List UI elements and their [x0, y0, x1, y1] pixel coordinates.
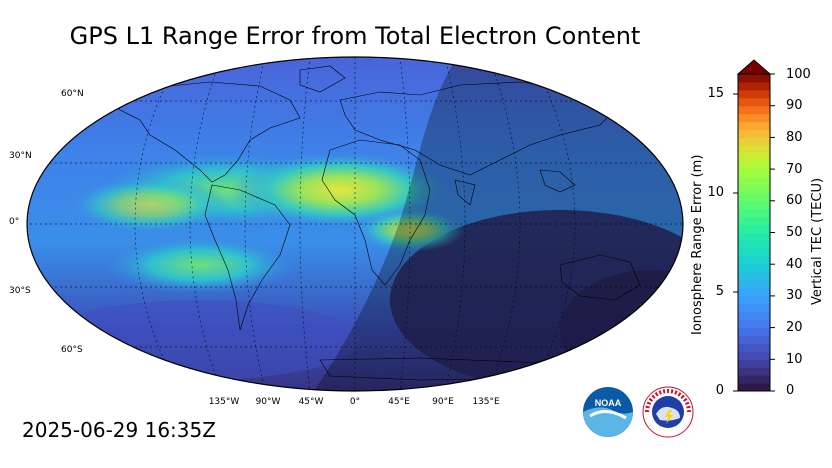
lon-label: 45°W	[298, 397, 324, 407]
coastlines	[109, 57, 641, 381]
colorbar-segment	[738, 256, 770, 265]
colorbar-segment	[738, 295, 770, 305]
colorbar-segment	[738, 264, 770, 273]
lat-label: 30°N	[9, 151, 32, 161]
colorbar-right-tick: 90	[786, 98, 803, 113]
colorbar-segment	[738, 129, 770, 138]
colorbar-segment	[738, 161, 770, 170]
colorbar-segment	[738, 113, 770, 123]
colorbar-segment	[738, 311, 770, 321]
lat-label: 30°S	[9, 286, 31, 296]
colorbar-left-label: Ionosphere Range Error (m)	[690, 154, 705, 335]
nws-logo	[642, 386, 694, 442]
colorbar-segment	[738, 177, 770, 186]
lon-label: 135°W	[208, 397, 240, 407]
colorbar-segment	[738, 272, 770, 281]
colorbar-segment	[738, 105, 770, 115]
colorbar-right-tick: 70	[786, 162, 803, 177]
colorbar-segment	[738, 232, 770, 241]
lat-label: 60°S	[61, 345, 83, 355]
colorbar-segment	[738, 192, 770, 202]
colorbar-right-tick: 40	[786, 257, 803, 272]
lon-label: 45°E	[388, 397, 410, 407]
colorbar-segment	[738, 121, 770, 130]
colorbar-segment	[738, 343, 770, 352]
lon-label: 90°W	[255, 397, 281, 407]
colorbar-segment	[738, 351, 770, 360]
colorbar-right-tick: 20	[786, 320, 803, 335]
colorbar-right-tick: 100	[786, 67, 811, 82]
colorbar-segment	[738, 375, 770, 384]
colorbar-segment	[738, 81, 770, 91]
colorbar-segment	[738, 280, 770, 289]
colorbar-segment	[738, 208, 770, 218]
colorbar-right-tick: 80	[786, 130, 803, 145]
colorbar-right-tick: 0	[786, 383, 795, 398]
colorbar-segment	[738, 240, 770, 249]
colorbar-segment	[738, 97, 770, 107]
colorbar-left-tick: 5	[715, 284, 724, 299]
colorbar-segment	[738, 184, 770, 194]
colorbar-segment	[738, 335, 770, 344]
colorbar-segment	[738, 216, 770, 226]
colorbar-segment	[738, 319, 770, 329]
lon-label: 135°E	[472, 397, 500, 407]
map-title: GPS L1 Range Error from Total Electron C…	[69, 22, 641, 50]
colorbar-segment	[738, 248, 770, 257]
colorbar-segment	[738, 137, 770, 146]
noaa-logo-text: NOAA	[595, 398, 622, 408]
colorbar-segment	[738, 153, 770, 162]
colorbar-segment	[738, 200, 770, 210]
timestamp: 2025-06-29 16:35Z	[22, 418, 216, 442]
colorbar-segment	[738, 74, 770, 83]
lon-label: 90°E	[432, 397, 454, 407]
colorbar-extend-arrow	[736, 59, 772, 75]
colorbar-right-tick: 50	[786, 225, 803, 240]
colorbar-segment	[738, 327, 770, 337]
globe-outline	[26, 56, 684, 392]
noaa-logo: NOAA	[582, 386, 634, 442]
colorbar-segment	[738, 383, 770, 392]
colorbar-segment	[738, 89, 770, 99]
colorbar-segment	[738, 287, 770, 297]
colorbar-segment	[738, 359, 770, 368]
lon-label: 0°	[349, 397, 361, 407]
tec-field	[27, 57, 683, 391]
colorbar-segment	[738, 145, 770, 154]
lat-label: 60°N	[61, 89, 84, 99]
colorbar-left-tick: 0	[715, 383, 724, 398]
night-terminator	[300, 57, 683, 391]
colorbar	[736, 59, 772, 392]
colorbar-segment	[738, 303, 770, 313]
colorbar-right-tick: 60	[786, 193, 803, 208]
colorbar-segment	[738, 169, 770, 178]
colorbar-segment	[738, 224, 770, 233]
colorbar-segment	[738, 367, 770, 376]
colorbar-right-tick: 30	[786, 288, 803, 303]
colorbar-right-label: Vertical TEC (TECU)	[810, 177, 825, 305]
lat-label: 0°	[9, 217, 20, 227]
colorbar-right-tick: 10	[786, 352, 803, 367]
colorbar-left-tick: 15	[707, 86, 724, 101]
colorbar-left-tick: 10	[707, 185, 724, 200]
